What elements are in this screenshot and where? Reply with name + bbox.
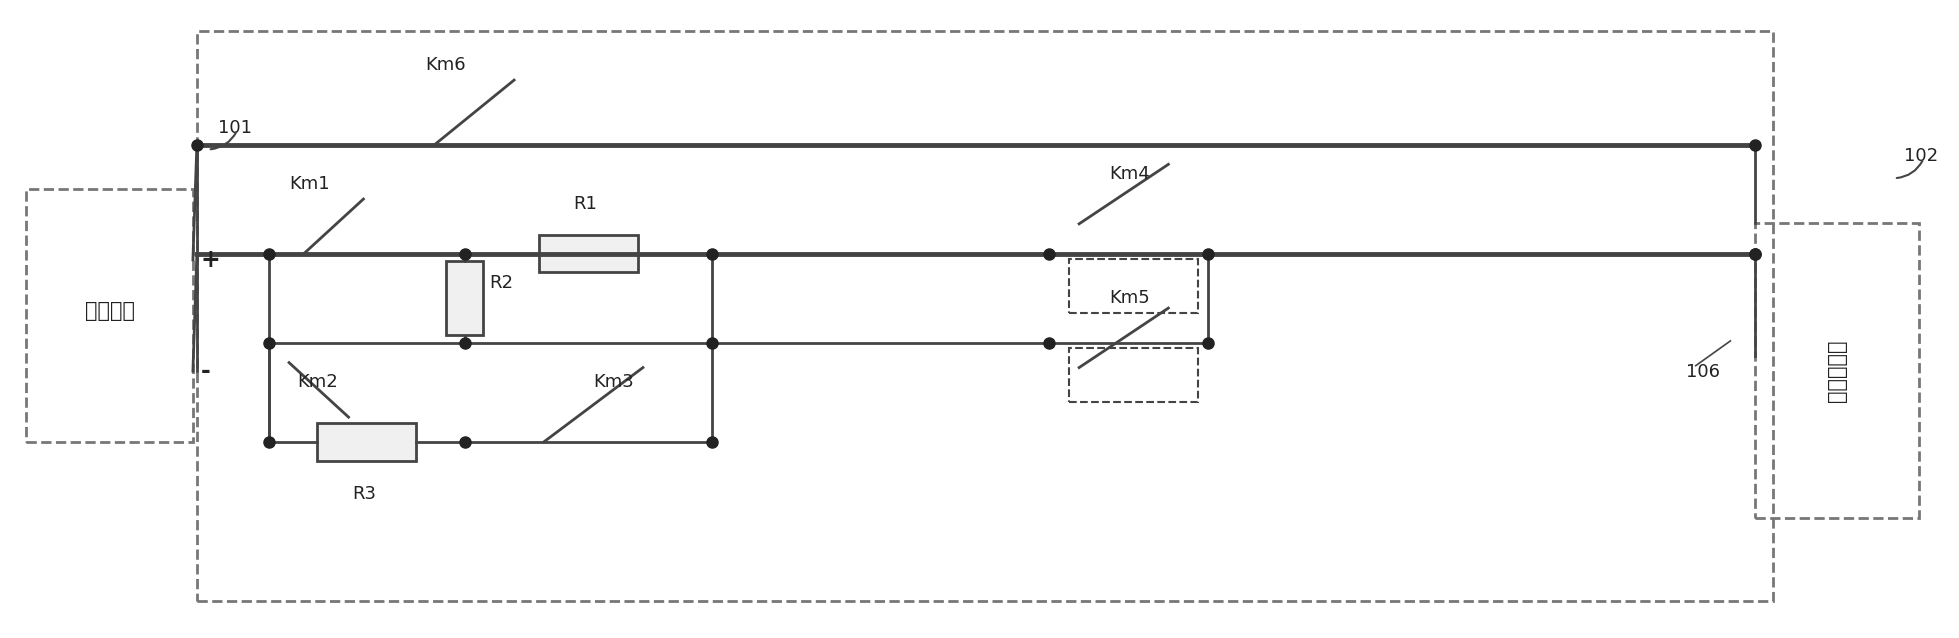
Text: 106: 106 <box>1687 362 1720 380</box>
Bar <box>1755 223 1918 518</box>
Text: Km6: Km6 <box>425 56 466 74</box>
Text: Km5: Km5 <box>1109 289 1150 307</box>
Text: 电机驱动器: 电机驱动器 <box>1828 339 1847 402</box>
Text: 102: 102 <box>1904 147 1937 165</box>
Text: -: - <box>202 359 210 383</box>
Text: R3: R3 <box>353 486 376 503</box>
Text: 101: 101 <box>217 119 251 137</box>
Bar <box>1070 348 1199 403</box>
Text: Km4: Km4 <box>1109 165 1150 183</box>
Bar <box>196 31 1773 600</box>
Text: 储能单元: 储能单元 <box>84 300 135 320</box>
Text: +: + <box>202 248 221 272</box>
Text: R2: R2 <box>490 274 513 292</box>
Bar <box>25 189 192 442</box>
Text: Km3: Km3 <box>594 373 635 391</box>
Text: Km1: Km1 <box>290 175 329 193</box>
Bar <box>1070 258 1199 313</box>
Text: Km2: Km2 <box>298 373 337 391</box>
Bar <box>317 423 417 461</box>
Bar <box>447 261 484 336</box>
Text: R1: R1 <box>574 195 597 213</box>
Bar <box>539 235 639 272</box>
